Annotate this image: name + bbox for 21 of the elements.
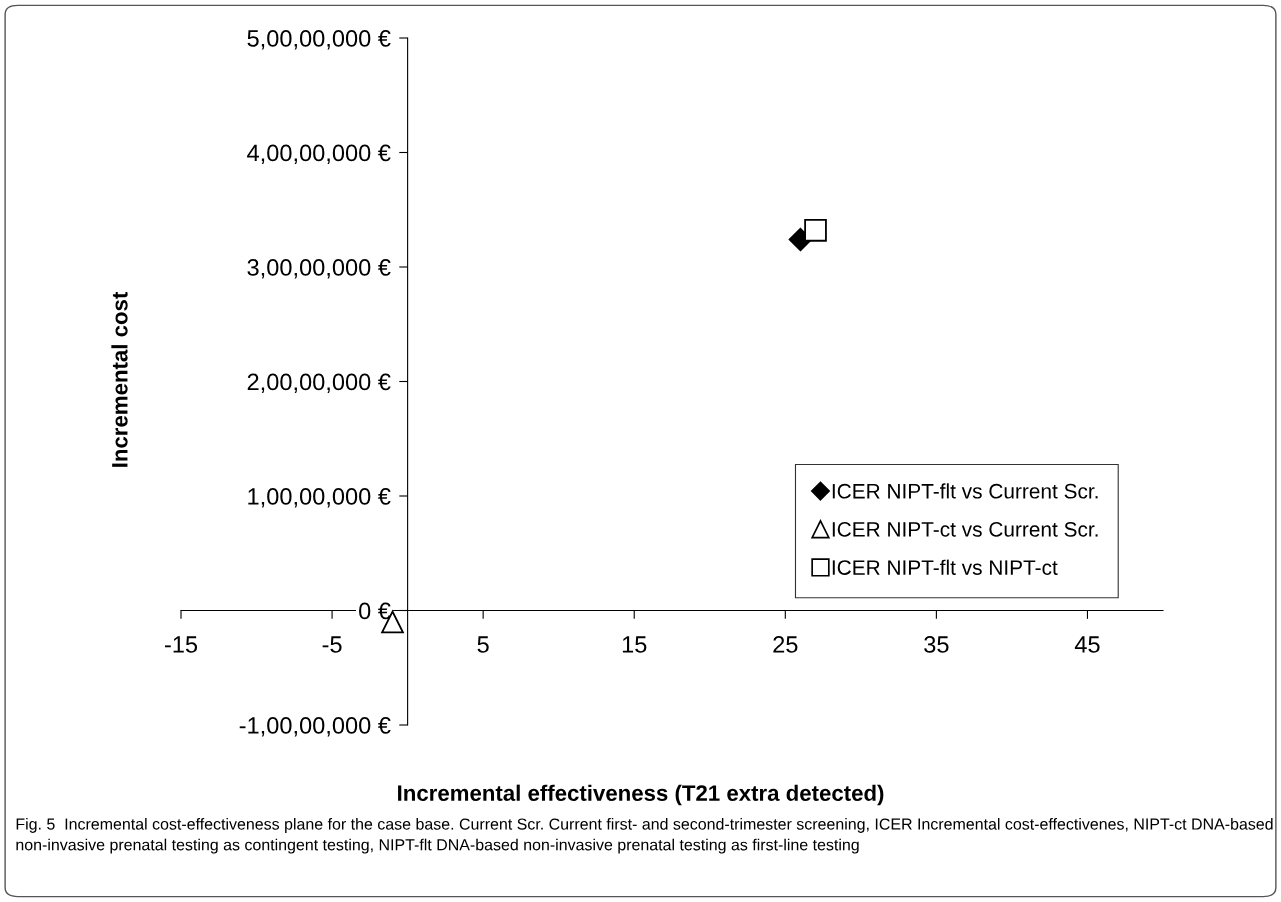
y-tick-label: -1,00,00,000 € [239,717,391,737]
x-tick-label: 25 [773,636,798,653]
x-tick-label: -15 [164,636,198,653]
x-tick-label: 45 [1074,636,1100,653]
y-tick-label: 1,00,00,000 € [248,488,391,508]
legend-label: ICER NIPT-flt vs NIPT-ct [832,559,1058,575]
y-tick-label: 4,00,00,000 € [247,144,391,165]
caption: Fig. 5 Incremental cost-effectiveness plane for the case base. Current Scr. Current first- and second-trimester screening, ICER Incremental cost-effectivenes, NIPT-ct DNA-based non-invasive prenatal testing as contingent testing, NIPT-flt DNA-based non-invasive prenatal testing as first-line testing [16,818,1273,854]
x-tick-label: 35 [924,636,949,653]
point [804,219,827,242]
x-tick-label: -5 [322,636,342,653]
legend-label: ICER NIPT-ct vs Current Scr. [832,522,1098,537]
legend-label: ICER NIPT-flt vs Current Scr. [832,483,1098,499]
x-axis-title: Incremental effectiveness (T21 extra detected) [398,784,884,806]
x-tick-label: 5 [477,636,489,653]
y-tick-label: 3,00,00,000 € [247,259,391,279]
y-tick-label: 0 € [359,602,391,620]
x-tick-label: 15 [622,636,647,653]
y-tick-label: 2,00,00,000 € [247,373,391,394]
y-tick-label: 5,00,00,000 € [247,30,391,50]
y-axis-title: Incremental cost [111,291,128,467]
